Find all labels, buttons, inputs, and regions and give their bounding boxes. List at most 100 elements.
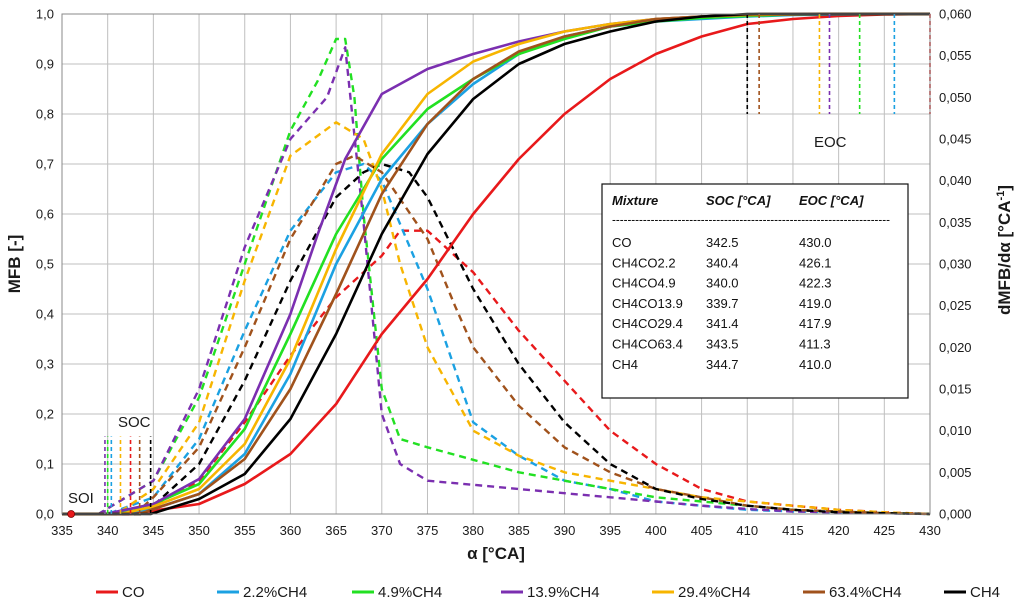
x-tick-label: 335 bbox=[51, 523, 73, 538]
table-cell: 341.4 bbox=[706, 316, 739, 331]
table-frame bbox=[601, 183, 909, 399]
table-cell: 430.0 bbox=[799, 235, 832, 250]
mfb-curves bbox=[62, 12, 931, 516]
soi-marker bbox=[67, 510, 76, 518]
x-tick-label: 345 bbox=[143, 523, 165, 538]
y2-tick-label: 0,050 bbox=[939, 90, 972, 105]
x-tick-label: 380 bbox=[462, 523, 484, 538]
x-tick-label: 340 bbox=[97, 523, 119, 538]
legend-label-ch4: CH4 bbox=[970, 584, 1000, 601]
y-tick-label: 0,9 bbox=[36, 57, 54, 72]
table-cell: 340.0 bbox=[706, 276, 739, 291]
y2-tick-label: 0,010 bbox=[939, 423, 972, 438]
table-cell: CH4CO4.9 bbox=[612, 276, 676, 291]
table-cell: 422.3 bbox=[799, 276, 832, 291]
table-cell: 417.9 bbox=[799, 316, 832, 331]
y2-axis-title: dMFB/dα [°CA-1] bbox=[995, 185, 1014, 315]
table-cell: CH4CO63.4 bbox=[612, 337, 683, 352]
rate-curves bbox=[62, 37, 931, 516]
x-tick-label: 430 bbox=[919, 523, 941, 538]
y-axis-title: MFB [-] bbox=[5, 235, 24, 294]
mfb-line-ch4 bbox=[62, 12, 930, 516]
table-header-soc: SOC [°CA] bbox=[706, 193, 771, 208]
x-axis-title: α [°CA] bbox=[467, 544, 525, 563]
table-cell: 426.1 bbox=[799, 255, 832, 270]
y2-tick-label: 0,040 bbox=[939, 173, 972, 188]
x-tick-label: 390 bbox=[554, 523, 576, 538]
x-tick-label: 375 bbox=[417, 523, 439, 538]
legend-label-13-9-ch4: 13.9%CH4 bbox=[527, 584, 600, 601]
x-tick-label: 405 bbox=[691, 523, 713, 538]
y-tick-label: 0,0 bbox=[36, 507, 54, 522]
legend: CO 2.2%CH4 4.9%CH4 13.9%CH4 29.4%CH4 63.4%CH4… bbox=[96, 584, 1000, 601]
table-cell: CH4 bbox=[612, 357, 638, 372]
y-tick-label: 1,0 bbox=[36, 7, 54, 22]
soc-eoc-table: Mixture SOC [°CA] EOC [°CA] ------------… bbox=[601, 183, 909, 399]
y2-tick-label: 0,025 bbox=[939, 298, 972, 313]
y2-tick-label: 0,005 bbox=[939, 465, 972, 480]
y2-tick-label: 0,020 bbox=[939, 340, 972, 355]
table-cell: 340.4 bbox=[706, 255, 739, 270]
y-tick-labels: 0,0 0,1 0,2 0,3 0,4 0,5 0,6 0,7 0,8 0,9 1,0 bbox=[36, 7, 54, 522]
y-tick-label: 0,7 bbox=[36, 157, 54, 172]
table-cell: 411.3 bbox=[799, 337, 831, 352]
legend-label-4-9-ch4: 4.9%CH4 bbox=[378, 584, 442, 601]
y-tick-label: 0,8 bbox=[36, 107, 54, 122]
table-cell: 419.0 bbox=[799, 296, 832, 311]
rate-line-co bbox=[62, 229, 931, 516]
table-cell: CH4CO29.4 bbox=[612, 316, 683, 331]
y-tick-label: 0,5 bbox=[36, 257, 54, 272]
table-rows: CO 342.5 430.0 CH4CO2.2 340.4 426.1 CH4CO4.9 34… bbox=[612, 235, 832, 372]
y2-tick-label: 0,035 bbox=[939, 215, 972, 230]
rate-line-29-4-ch4 bbox=[62, 121, 931, 516]
y2-tick-labels: 0,000 0,005 0,010 0,015 0,020 0,025 0,030 0,035… bbox=[939, 7, 972, 522]
x-tick-labels: 335 340 345 350 355 360 365 370 375 380 385 390 395 4… bbox=[51, 523, 941, 538]
mfb-line-63-4-ch4 bbox=[62, 12, 930, 516]
table-cell: 339.7 bbox=[706, 296, 739, 311]
x-tick-label: 360 bbox=[280, 523, 302, 538]
y-tick-label: 0,1 bbox=[36, 457, 54, 472]
rate-line-13-9-ch4 bbox=[62, 46, 931, 516]
x-tick-label: 415 bbox=[782, 523, 804, 538]
x-tick-label: 350 bbox=[188, 523, 210, 538]
x-tick-label: 400 bbox=[645, 523, 667, 538]
y-tick-label: 0,4 bbox=[36, 307, 54, 322]
legend-label-2-2-ch4: 2.2%CH4 bbox=[243, 584, 307, 601]
rate-line-63-4-ch4 bbox=[62, 154, 931, 516]
y2-axis-title-main: dMFB/dα [°CA bbox=[995, 200, 1014, 315]
x-tick-label: 370 bbox=[371, 523, 393, 538]
soi-label: SOI bbox=[68, 490, 94, 507]
y-tick-label: 0,2 bbox=[36, 407, 54, 422]
legend-label-co: CO bbox=[122, 584, 145, 601]
x-tick-label: 420 bbox=[828, 523, 850, 538]
table-cell: CO bbox=[612, 235, 632, 250]
y2-tick-label: 0,045 bbox=[939, 132, 972, 147]
soc-label: SOC bbox=[118, 414, 151, 431]
table-cell: 344.7 bbox=[706, 357, 739, 372]
x-tick-label: 385 bbox=[508, 523, 530, 538]
table-divider: ----------------------------------------… bbox=[612, 212, 890, 227]
table-cell: 342.5 bbox=[706, 235, 739, 250]
table-cell: 410.0 bbox=[799, 357, 832, 372]
y2-tick-label: 0,015 bbox=[939, 382, 972, 397]
x-tick-label: 365 bbox=[325, 523, 347, 538]
y2-axis-title-close: ] bbox=[995, 185, 1014, 191]
y2-axis-title-sup: -1 bbox=[995, 191, 1007, 201]
legend-label-29-4-ch4: 29.4%CH4 bbox=[678, 584, 751, 601]
x-tick-label: 425 bbox=[873, 523, 895, 538]
x-tick-label: 355 bbox=[234, 523, 256, 538]
y2-tick-label: 0,055 bbox=[939, 48, 972, 63]
y2-tick-label: 0,000 bbox=[939, 507, 972, 522]
x-tick-label: 395 bbox=[599, 523, 621, 538]
table-cell: CH4CO2.2 bbox=[612, 255, 676, 270]
y2-tick-label: 0,060 bbox=[939, 7, 972, 22]
legend-label-63-4-ch4: 63.4%CH4 bbox=[829, 584, 902, 601]
x-tick-label: 410 bbox=[736, 523, 758, 538]
table-header-eoc: EOC [°CA] bbox=[799, 193, 864, 208]
table-cell: CH4CO13.9 bbox=[612, 296, 683, 311]
eoc-label: EOC bbox=[814, 134, 847, 151]
table-header-mixture: Mixture bbox=[612, 193, 658, 208]
y2-tick-label: 0,030 bbox=[939, 257, 972, 272]
table-cell: 343.5 bbox=[706, 337, 739, 352]
